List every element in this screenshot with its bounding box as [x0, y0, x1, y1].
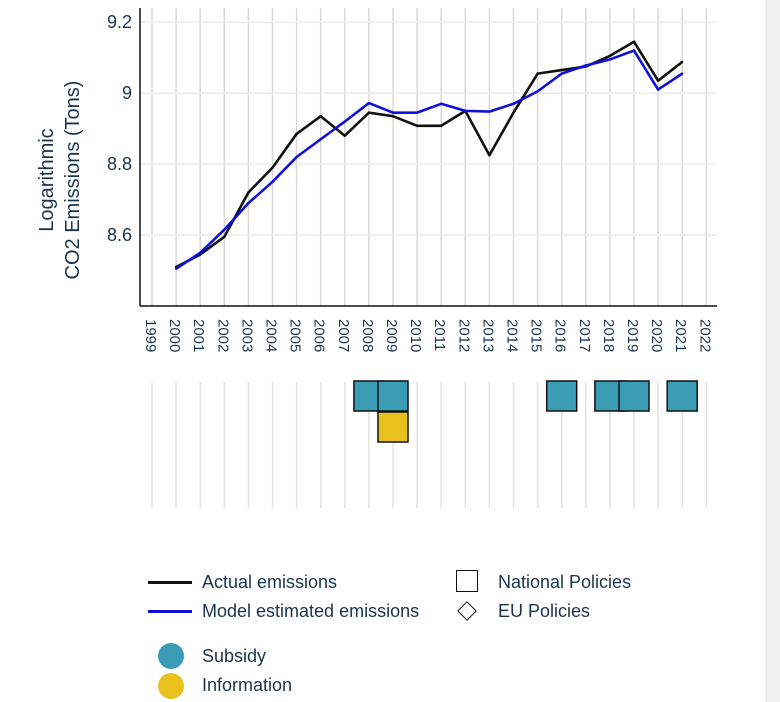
actual-point-2014 — [512, 111, 515, 114]
actual-point-2003 — [247, 191, 250, 194]
legend-subsidy-label: Subsidy — [202, 646, 267, 666]
scrollbar-edge[interactable] — [766, 0, 780, 702]
x-tick-label-2021: 2021 — [672, 319, 689, 352]
model-point-2015 — [536, 90, 539, 93]
model-point-2011 — [440, 102, 443, 105]
legend-model-swatch — [148, 610, 192, 613]
x-tick-label-1999: 1999 — [142, 319, 159, 352]
model-point-2008 — [367, 101, 371, 105]
actual-point-2020 — [656, 79, 660, 82]
actual-point-2007 — [343, 134, 346, 137]
x-tick-label-2003: 2003 — [238, 319, 255, 352]
x-tick-label-2006: 2006 — [311, 319, 328, 352]
model-point-2021 — [681, 72, 684, 75]
x-tick-label-2019: 2019 — [624, 319, 641, 352]
model-emissions-line — [175, 49, 683, 270]
y-tick-label-1: 8.8 — [107, 154, 132, 174]
model-point-2002 — [223, 228, 226, 231]
x-tick-label-2001: 2001 — [190, 319, 207, 352]
x-tick-label-2022: 2022 — [696, 319, 713, 352]
legend-model-label: Model estimated emissions — [202, 601, 420, 621]
legend-information-dot-icon — [158, 673, 184, 699]
y-axis-label-line-2: CO2 Emissions (Tons) — [62, 80, 84, 280]
legend-actual-label: Actual emissions — [202, 572, 338, 592]
y-tick-labels: 8.6 8.8 9 9.2 — [107, 12, 132, 245]
model-point-2006 — [319, 138, 322, 141]
model-point-2018 — [608, 58, 612, 61]
x-tick-label-2016: 2016 — [552, 319, 569, 352]
x-tick-label-2012: 2012 — [455, 319, 472, 352]
model-point-2012 — [464, 109, 467, 113]
legend-eu-label: EU Policies — [498, 601, 591, 621]
model-point-2000 — [174, 267, 178, 270]
x-tick-label-2015: 2015 — [528, 319, 545, 352]
actual-point-2018 — [608, 54, 612, 58]
x-tick-label-2007: 2007 — [335, 319, 352, 352]
model-point-2010 — [415, 111, 419, 114]
x-tick-label-2014: 2014 — [504, 319, 521, 352]
model-point-2001 — [199, 251, 202, 254]
grid — [140, 8, 717, 306]
actual-point-2004 — [271, 166, 274, 169]
x-tick-labels: 1999 2000 2001 2002 2003 2004 2005 2006 2007 2008… — [142, 319, 713, 352]
model-point-2009 — [391, 111, 395, 114]
x-tick-label-2009: 2009 — [383, 319, 400, 352]
legend-national-square-icon — [456, 570, 478, 592]
actual-point-2002 — [223, 235, 226, 239]
actual-point-2019 — [632, 40, 636, 43]
model-point-2007 — [343, 120, 346, 123]
model-point-2016 — [560, 72, 563, 75]
model-point-2004 — [271, 180, 274, 184]
legend-actual-swatch — [148, 581, 192, 584]
actual-point-2013 — [488, 154, 491, 157]
policy-square-2021-subsidy — [666, 380, 698, 412]
model-point-2020 — [656, 88, 660, 91]
actual-point-2005 — [295, 132, 298, 136]
actual-point-2010 — [415, 124, 419, 127]
x-tick-label-2004: 2004 — [263, 319, 280, 352]
model-point-2017 — [584, 64, 587, 67]
y-tick-label-3: 9.2 — [107, 12, 132, 32]
policy-square-2009-information — [377, 411, 409, 443]
policy-square-2009-subsidy — [377, 380, 409, 412]
x-tick-label-2008: 2008 — [359, 319, 376, 352]
x-tick-label-2020: 2020 — [648, 319, 665, 352]
policy-square-2019-subsidy — [618, 380, 650, 412]
actual-point-2011 — [440, 124, 443, 127]
actual-point-2008 — [367, 111, 371, 114]
policy-markers — [353, 380, 698, 443]
series-lines — [174, 40, 684, 270]
policy-square-2016-subsidy — [545, 380, 578, 412]
model-point-2005 — [295, 155, 298, 159]
legend-information-label: Information — [202, 675, 293, 695]
model-point-2014 — [512, 102, 515, 105]
model-point-2019 — [632, 49, 636, 52]
model-point-2013 — [488, 110, 491, 113]
actual-point-2021 — [681, 60, 684, 64]
actual-emissions-line — [175, 40, 683, 269]
x-tick-label-2002: 2002 — [214, 319, 231, 352]
actual-point-2015 — [536, 72, 539, 75]
actual-point-2006 — [319, 115, 322, 118]
y-axis-label-line-1: Logarithmic — [36, 128, 58, 232]
y-axis-label: Logarithmic CO2 Emissions (Tons) — [34, 81, 86, 280]
x-tick-label-2000: 2000 — [166, 319, 183, 352]
legend-subsidy-dot-icon — [158, 643, 184, 669]
x-tick-label-2013: 2013 — [479, 319, 496, 352]
actual-point-2009 — [391, 115, 395, 118]
x-tick-label-2018: 2018 — [600, 319, 617, 352]
x-tick-label-2017: 2017 — [576, 319, 593, 352]
model-point-2003 — [247, 201, 250, 205]
x-tick-label-2011: 2011 — [431, 319, 448, 351]
x-tick-label-2010: 2010 — [407, 319, 424, 352]
y-tick-label-2: 9 — [122, 83, 132, 103]
legend-national-label: National Policies — [498, 572, 632, 592]
x-tick-label-2005: 2005 — [287, 319, 304, 352]
y-tick-label-0: 8.6 — [107, 225, 132, 245]
axes — [139, 8, 717, 307]
actual-point-2016 — [560, 68, 563, 72]
